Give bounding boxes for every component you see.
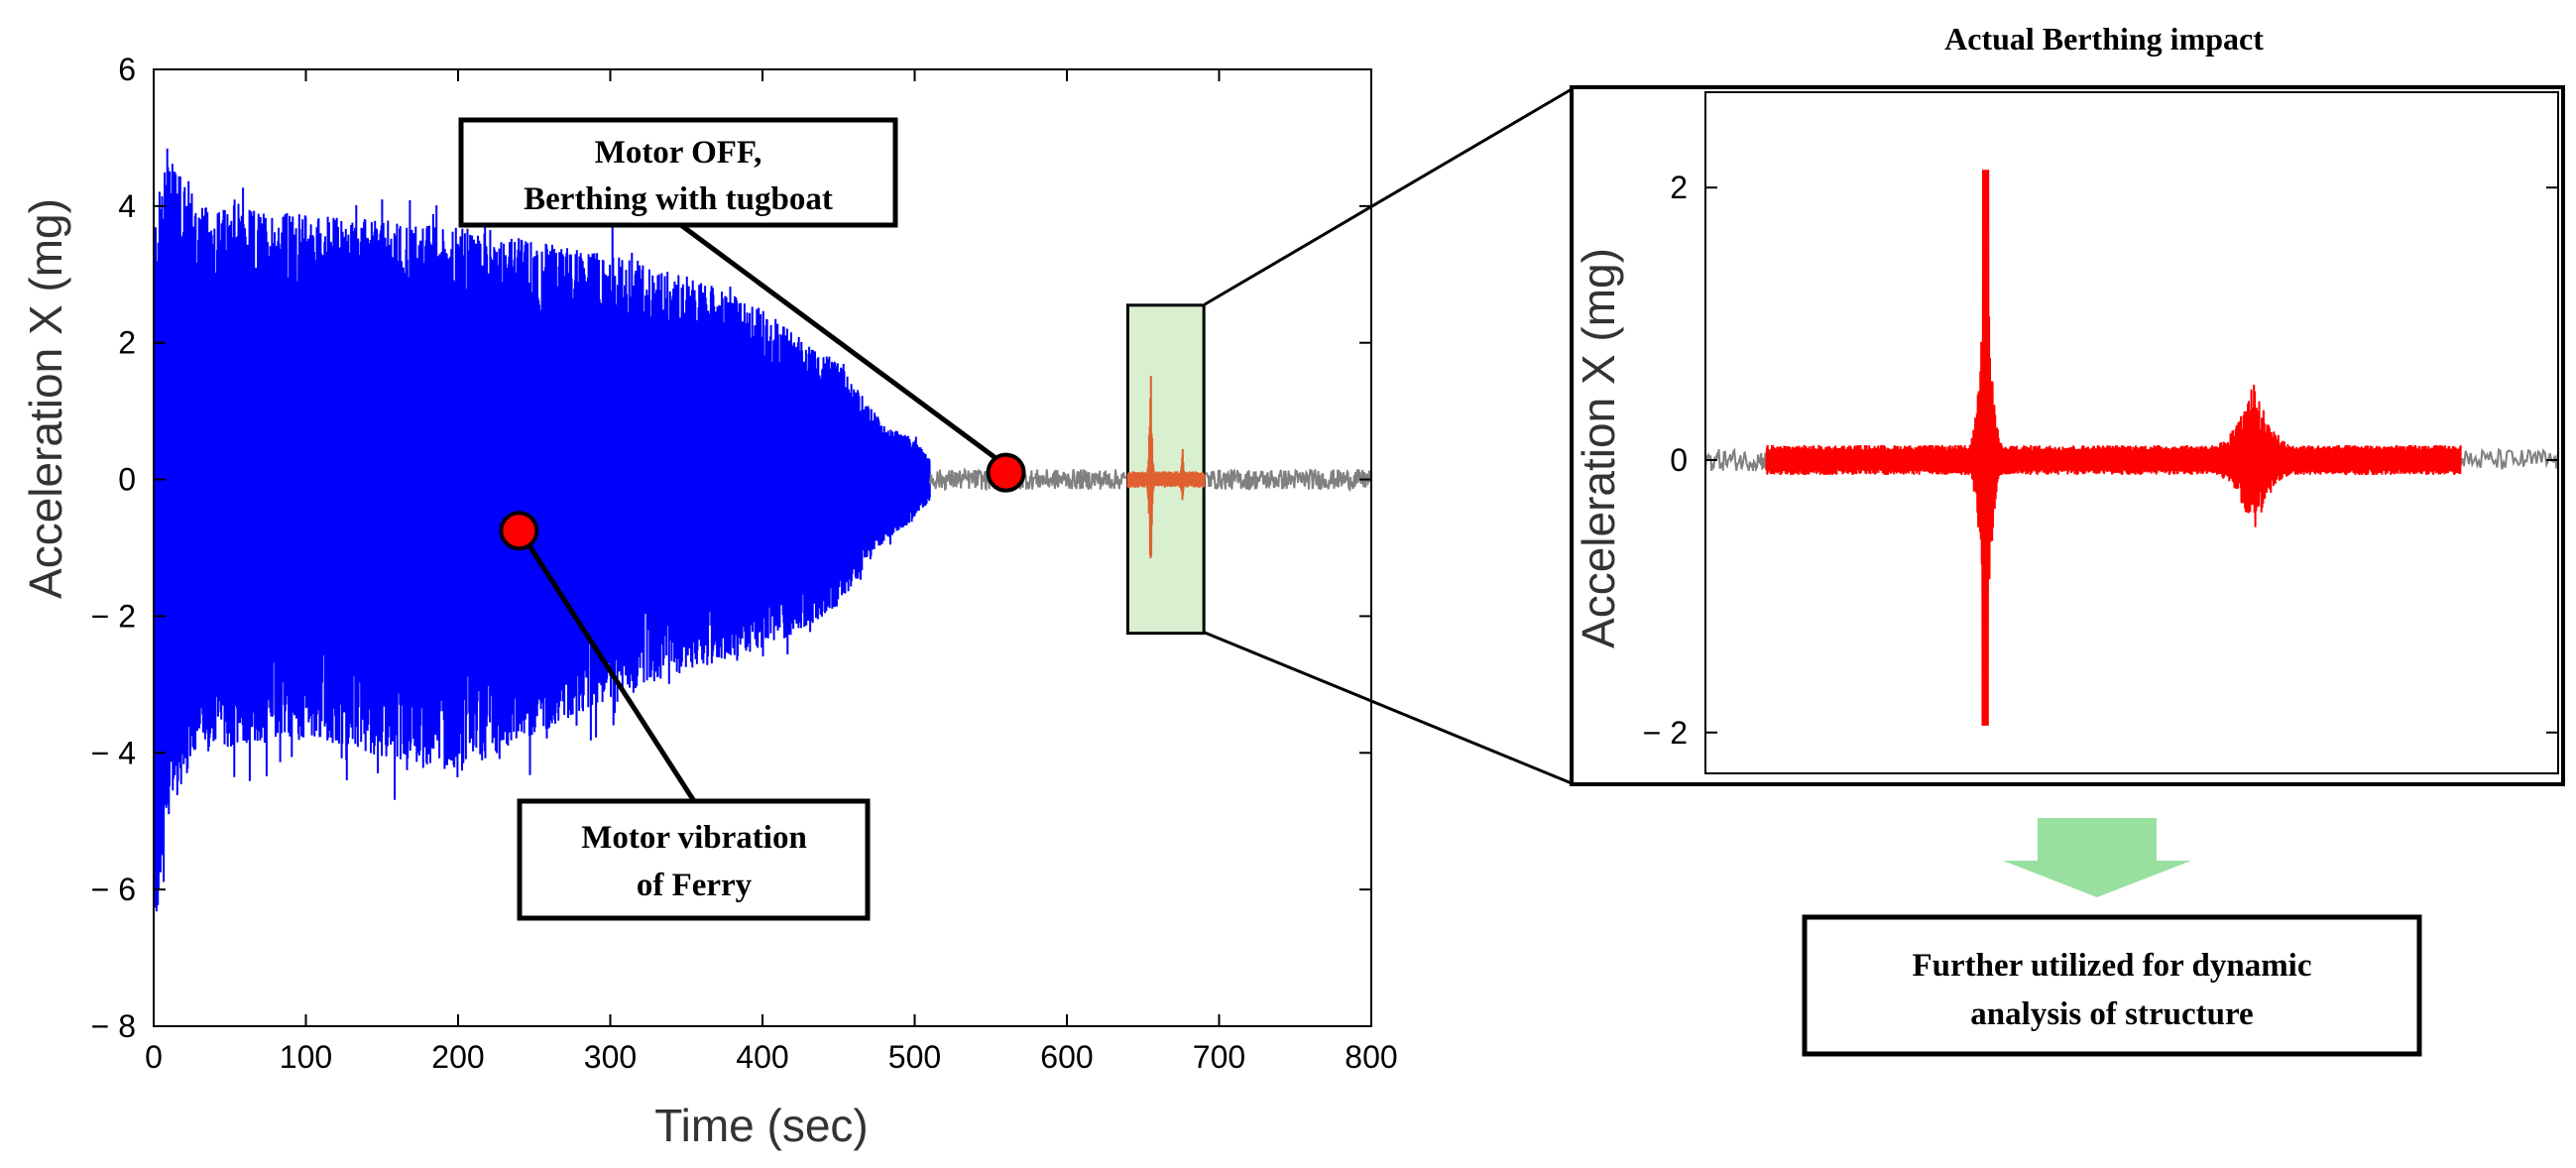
x-tick-label: 800	[1345, 1039, 1397, 1075]
x-tick-label: 700	[1193, 1039, 1245, 1075]
annotation-motor-vibration-box	[517, 798, 871, 921]
x-tick-label: 500	[888, 1039, 941, 1075]
zoom-y-tick-label: 0	[1670, 442, 1688, 478]
zoom-y-tick-label: 2	[1670, 170, 1688, 205]
x-tick-label: 300	[584, 1039, 637, 1075]
x-tick-label: 400	[736, 1039, 788, 1075]
highlight-box	[1125, 303, 1206, 636]
series-motor-vibration	[153, 148, 931, 912]
zoom-chart: Actual Berthing impact − 2 0 2 Acceleratio…	[1570, 21, 2565, 786]
y-tick-label: 0	[118, 462, 136, 498]
annotation-motor-vibration-marker	[499, 511, 539, 551]
annotation-motor-off-marker	[986, 452, 1026, 493]
x-tick-label: 100	[280, 1039, 332, 1075]
impact-highlight-region	[1125, 303, 1206, 636]
annotation-motor-off-line-1: Motor OFF,	[595, 135, 762, 171]
zoom-series-ambient	[1704, 447, 1768, 473]
zoom-chart-signal	[1704, 170, 2559, 726]
callout-line-2: analysis of structure	[1970, 996, 2253, 1032]
zoom-chart-ylabel: Acceleration X (mg)	[1573, 248, 1624, 648]
x-tick-label: 200	[431, 1039, 484, 1075]
y-tick-label: − 2	[91, 598, 136, 634]
series-impact	[1126, 375, 1206, 559]
annotation-motor-off-line-2: Berthing with tugboat	[524, 181, 833, 217]
zoom-chart-outer-frame	[1570, 85, 2565, 786]
zoom-chart-frame	[1704, 91, 2559, 774]
x-tick-label: 600	[1040, 1039, 1093, 1075]
zoom-connector-top	[1204, 87, 1573, 306]
y-tick-label: − 6	[91, 872, 136, 907]
annotation-motor-vibration: Motor vibration of Ferry	[499, 511, 871, 921]
y-tick-label: − 8	[91, 1008, 136, 1044]
annotation-motor-off: Motor OFF, Berthing with tugboat	[458, 117, 1026, 493]
annotation-motor-off-leader	[672, 217, 1008, 469]
zoom-series-impact	[1765, 170, 2462, 726]
main-chart-ylabel: Acceleration X (mg)	[20, 198, 71, 599]
y-tick-label: 6	[118, 52, 136, 87]
y-tick-label: − 4	[91, 735, 136, 770]
down-arrow-icon	[2003, 818, 2191, 897]
main-chart-frame	[153, 68, 1372, 1027]
zoom-chart-ticks: − 2 0 2	[1643, 170, 2558, 751]
zoom-connector-bottom	[1204, 631, 1573, 785]
annotation-motor-off-box	[458, 117, 898, 228]
zoom-chart-title: Actual Berthing impact	[1944, 21, 2264, 57]
annotation-motor-vibration-line-1: Motor vibration	[581, 820, 807, 856]
annotation-motor-vibration-line-2: of Ferry	[637, 868, 753, 903]
y-tick-label: 4	[118, 188, 136, 224]
y-tick-label: 2	[118, 325, 136, 361]
x-tick-label: 0	[145, 1039, 163, 1075]
main-chart-xlabel: Time (sec)	[654, 1100, 869, 1151]
annotation-motor-vibration-leader	[517, 528, 697, 803]
zoom-series-ambient	[2459, 447, 2559, 470]
callout-box	[1802, 914, 2422, 1057]
callout-line-1: Further utilized for dynamic	[1913, 948, 2312, 984]
zoom-y-tick-label: − 2	[1643, 715, 1688, 751]
main-chart-ticks: 0 100 200 300 400 500 600 700 800 − 8 − 6 − 4 − 2 0 2 4…	[91, 52, 1398, 1075]
main-chart: 0 100 200 300 400 500 600 700 800 − 8 − 6 − 4 − 2 0 2 4…	[20, 52, 1398, 1151]
